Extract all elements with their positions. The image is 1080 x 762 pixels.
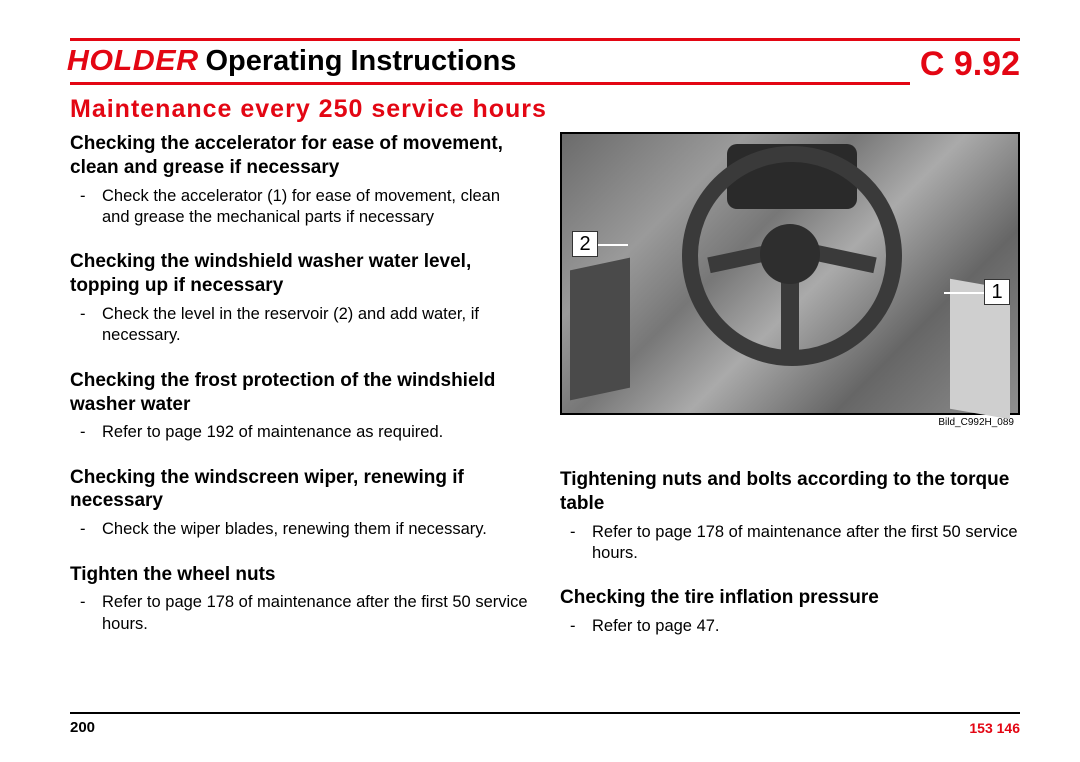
steering-wheel-shape [682,146,902,366]
left-column: Checking the accelerator for ease of mov… [70,132,530,642]
figure-photo: 2 1 [560,132,1020,415]
brand-logo: HOLDER [67,45,199,78]
section-heading: Checking the frost protection of the win… [70,369,530,417]
section-heading: Tightening nuts and bolts according to t… [560,468,1020,516]
list-item-text: Refer to page 192 of maintenance as requ… [102,422,443,443]
console-shape [570,258,630,401]
page-number: 200 [70,719,95,736]
wheel-hub-shape [760,224,820,284]
list-item-text: Check the accelerator (1) for ease of mo… [102,186,530,229]
section-heading: Checking the windscreen wiper, renewing … [70,466,530,514]
list-item: -Refer to page 192 of maintenance as req… [70,422,530,443]
list-item: -Check the accelerator (1) for ease of m… [70,186,530,229]
list-item-text: Refer to page 47. [592,616,720,637]
footer-rule [70,712,1020,714]
page-header: HOLDER Operating Instructions C 9.92 [70,38,1020,85]
section-heading: Checking the tire inflation pressure [560,586,1020,610]
document-number: 153 146 [969,720,1020,736]
callout-label: 2 [572,231,598,257]
section-heading: Checking the windshield washer water lev… [70,250,530,298]
list-item: -Refer to page 178 of maintenance after … [70,592,530,635]
list-item-text: Check the wiper blades, renewing them if… [102,519,487,540]
list-item: -Refer to page 47. [560,616,1020,637]
list-item: -Check the wiper blades, renewing them i… [70,519,530,540]
callout-label: 1 [984,279,1010,305]
list-item-text: Refer to page 178 of maintenance after t… [592,522,1020,565]
list-item: -Check the level in the reservoir (2) an… [70,304,530,347]
right-column: 2 1 Bild_C992H_089 Tightening nuts and b… [560,132,1020,642]
list-item-text: Check the level in the reservoir (2) and… [102,304,530,347]
callout-leader-line [944,292,984,294]
figure-caption: Bild_C992H_089 [560,417,1020,428]
section-heading: Checking the accelerator for ease of mov… [70,132,530,180]
header-title: Operating Instructions [205,45,516,78]
content-columns: Checking the accelerator for ease of mov… [70,132,1020,642]
list-item: -Refer to page 178 of maintenance after … [560,522,1020,565]
header-code: C 9.92 [910,41,1020,88]
section-heading: Tighten the wheel nuts [70,563,530,587]
callout-leader-line [598,244,628,246]
page-title: Maintenance every 250 service hours [70,95,1020,124]
list-item-text: Refer to page 178 of maintenance after t… [102,592,530,635]
